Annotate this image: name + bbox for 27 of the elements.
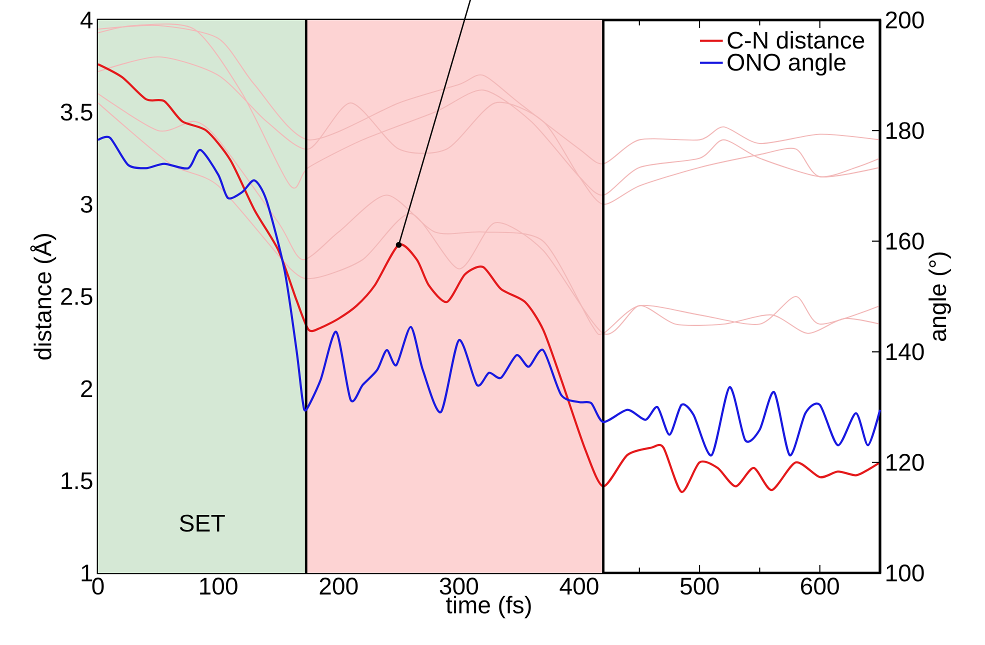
x-tick-label: 300 (440, 578, 478, 595)
y2-tick-label: 160 (886, 232, 924, 250)
line-series (96, 136, 882, 456)
y2-tick-label: 200 (886, 11, 924, 28)
x-tick-label: 200 (320, 578, 358, 595)
legend-label: C-N distance (728, 31, 864, 49)
y2-tick-label: 140 (886, 343, 924, 360)
y2-tick-label: 180 (886, 122, 924, 140)
y-tick-label: 1.5 (62, 472, 92, 490)
x-tick-label: 100 (200, 578, 238, 595)
y-axis-title: distance (Å) (30, 234, 56, 360)
y-tick-label: 2 (81, 380, 92, 398)
y2-tick-label: 120 (886, 454, 924, 471)
x-tick-label: 500 (680, 578, 719, 595)
x-tick-label: 0 (92, 578, 104, 595)
y-tick-label: 4 (80, 12, 93, 28)
y-tick-label: 3.5 (60, 104, 92, 121)
y-tick-label: 1 (82, 564, 92, 582)
x-tick-label: 400 (560, 578, 598, 595)
y-tick-label: 2.5 (61, 288, 92, 305)
x-axis-title: time (fs) (446, 596, 531, 618)
legend-label: ONO angle (728, 53, 846, 76)
annotation: SET (180, 514, 225, 532)
x-tick-label: 600 (801, 578, 839, 595)
y2-tick-label: 100 (886, 564, 924, 582)
y-tick-label: 3 (80, 196, 92, 213)
y2-axis-title: angle (°) (928, 252, 951, 341)
